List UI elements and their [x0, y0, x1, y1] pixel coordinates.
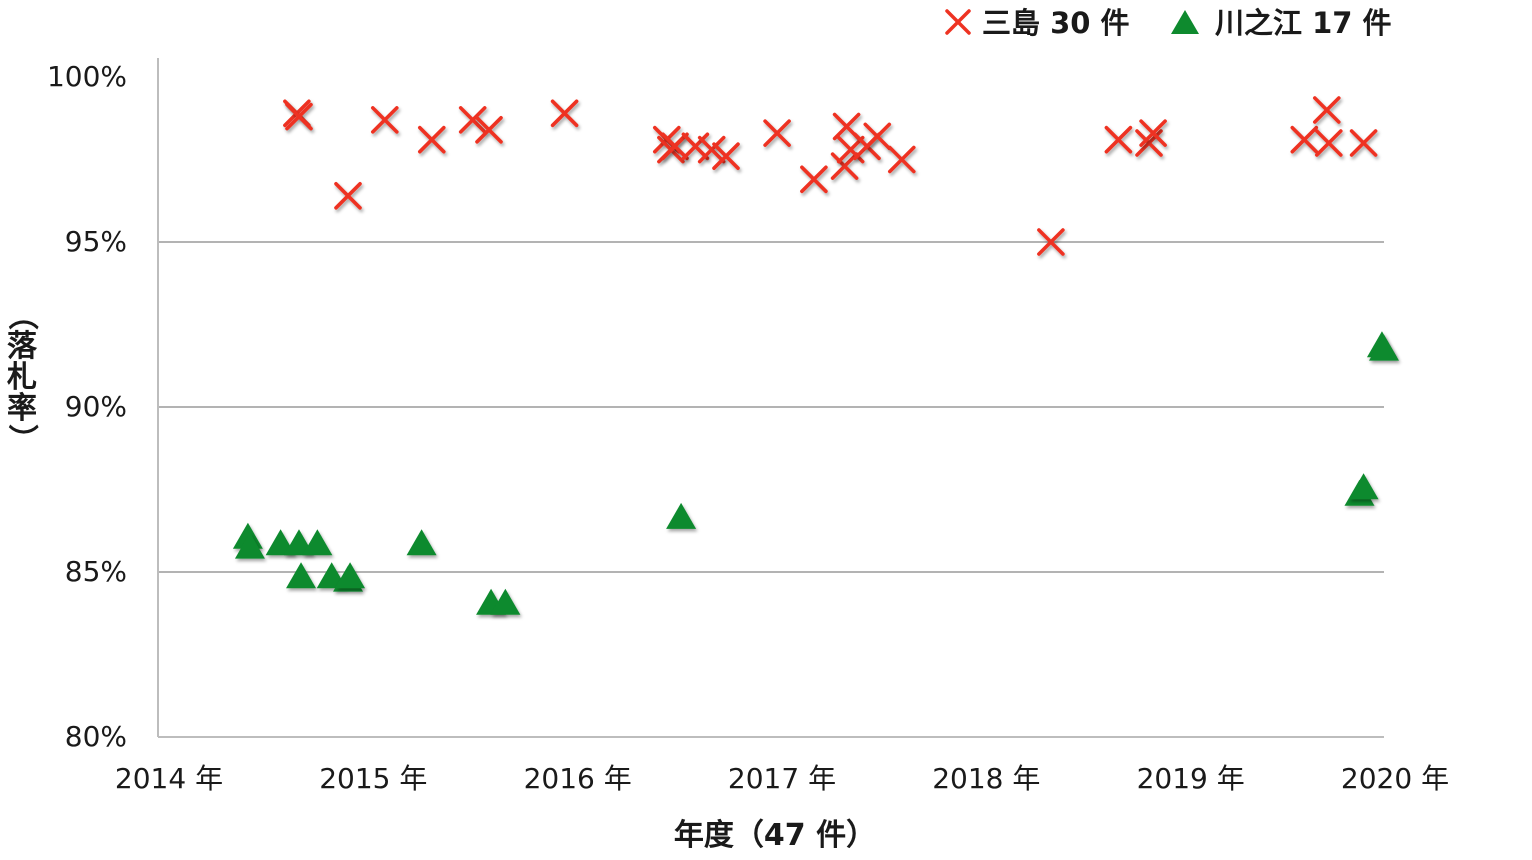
data-points	[232, 96, 1399, 615]
cross-point-marker	[1135, 129, 1163, 157]
y-axis-title-char: 率	[7, 391, 37, 426]
y-axis-title-char: （	[4, 300, 39, 330]
cross-point-marker	[887, 145, 916, 174]
y-tick-label: 90%	[65, 390, 127, 423]
cross-point-marker	[458, 106, 487, 134]
triangle-point-marker	[286, 562, 317, 589]
legend: 三島 30 件 川之江 17 件	[945, 6, 1392, 40]
legend-label-series-1: 三島 30 件	[982, 6, 1130, 40]
triangle-point-marker	[1348, 473, 1379, 500]
cross-point-marker	[417, 125, 446, 154]
cross-point-marker	[681, 132, 710, 161]
cross-point-marker	[1349, 129, 1378, 157]
y-tick-label: 80%	[65, 720, 127, 753]
legend-item-series-2: 川之江 17 件	[1171, 6, 1392, 40]
cross-point-marker	[475, 116, 503, 144]
triangle-point-marker	[666, 502, 697, 529]
y-axis-title-char: 札	[7, 360, 37, 395]
x-tick-label: 2016 年	[524, 762, 632, 795]
cross-point-marker	[800, 165, 828, 194]
x-tick-labels: 2014 年 2015 年 2016 年 2017 年 2018 年 2019 年 2020…	[115, 762, 1449, 795]
triangle-point-marker	[490, 588, 521, 615]
cross-point-marker	[334, 182, 362, 210]
triangle-marker-icon	[1171, 10, 1199, 34]
triangle-point-marker	[1369, 334, 1399, 361]
cross-point-marker	[370, 106, 399, 134]
legend-label-series-2: 川之江 17 件	[1215, 6, 1392, 40]
y-axis-title-char: ）	[4, 424, 39, 454]
x-tick-label: 2018 年	[932, 762, 1040, 795]
cross-point-marker	[1313, 96, 1341, 124]
x-tick-label: 2017 年	[728, 762, 836, 795]
cross-point-marker	[1290, 125, 1319, 154]
cross-point-marker	[1139, 119, 1167, 147]
gridlines	[158, 241, 1384, 573]
cross-point-marker	[712, 142, 740, 170]
y-tick-label: 85%	[65, 555, 127, 588]
triangle-point-marker	[335, 562, 366, 589]
cross-point-marker	[550, 99, 579, 128]
cross-point-marker	[863, 122, 892, 151]
y-tick-labels: 80% 85% 90% 95% 100%	[47, 60, 127, 753]
cross-point-marker	[285, 102, 313, 131]
cross-point-marker	[661, 132, 689, 161]
cross-point-marker	[697, 135, 726, 164]
y-axis-title-char: 落	[7, 329, 38, 364]
x-axis-title: 年度（47 件）	[674, 818, 876, 853]
triangle-point-marker	[234, 532, 265, 559]
cross-point-marker	[1037, 228, 1065, 256]
x-tick-label: 2019 年	[1137, 762, 1245, 795]
y-tick-label: 95%	[65, 225, 127, 258]
triangle-point-marker	[406, 529, 437, 556]
cross-point-marker	[836, 135, 865, 164]
x-tick-label: 2014 年	[115, 762, 223, 795]
cross-marker-icon	[945, 9, 971, 35]
x-tick-label: 2015 年	[319, 762, 427, 795]
cross-point-marker	[1104, 125, 1133, 154]
cross-point-marker	[763, 119, 791, 147]
cross-point-marker	[1315, 129, 1343, 157]
triangle-point-marker	[302, 529, 333, 556]
y-axis-title: （落札率）	[4, 300, 39, 454]
y-tick-label: 100%	[47, 60, 127, 93]
legend-item-series-1: 三島 30 件	[945, 6, 1130, 40]
x-tick-label: 2020 年	[1341, 762, 1449, 795]
cross-point-marker	[830, 152, 859, 180]
